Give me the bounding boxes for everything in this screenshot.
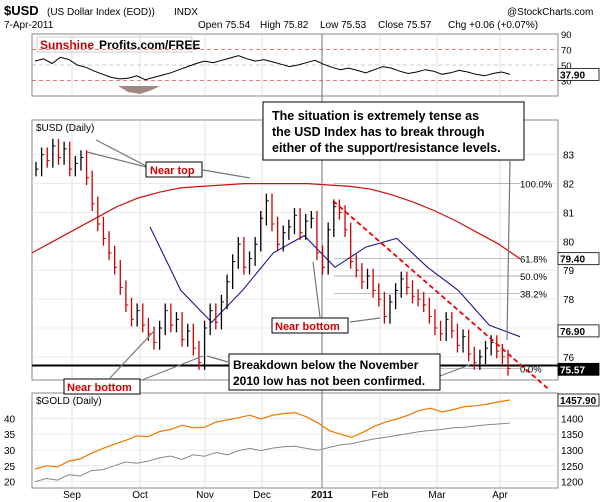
price-last-value-box [557,362,600,376]
fibonacci-label: 100.0% [520,180,553,191]
ma200-value-tag: 79.40 [560,255,585,266]
panel-frames [31,33,559,489]
x-axis-label: Dec [253,490,271,501]
price-tick-label: 81 [563,208,575,219]
annotation-near-top: Near top [86,139,251,179]
fibonacci-label: 50.0% [520,272,547,283]
close-value: Close 75.57 [378,20,432,31]
fibonacci-label: 38.2% [520,289,547,300]
gold-left-tick-label: 25 [4,462,16,473]
gold-panel-title: $GOLD (Daily) [36,396,102,407]
gold-left-tick-label: 30 [4,446,16,457]
x-axis-label: Feb [371,490,389,501]
price-tick-label: 82 [563,180,575,191]
index-name: (US Dollar Index (EOD)) [47,7,155,18]
chart-date: 7-Apr-2011 [4,20,54,31]
gold-tick-label: 1200 [561,478,584,489]
x-axis-label: Sep [63,490,81,501]
fibonacci-label: 0.0% [520,364,542,375]
logo-profits: Profits.com/FREE [99,38,200,52]
price-tick-label: 78 [563,295,575,306]
x-axis-label: Apr [492,490,508,501]
near-bottom-label-left: Near bottom [67,382,132,394]
rsi-line [34,55,511,81]
price-tick-label: 83 [563,151,575,162]
annotation-breakdown: Breakdown below the November 2010 low ha… [206,353,473,391]
gold-last-value: 1457.90 [560,396,597,407]
ma50-value-tag: 76.90 [560,327,585,338]
price-panel-title: $USD (Daily) [36,123,94,134]
gold-tick-label: 1300 [561,446,584,457]
gold-left-tick-label: 20 [4,478,16,489]
x-axis-label: Mar [428,490,446,501]
change-value: Chg +0.06 (+0.07%) [448,20,538,31]
near-bottom-label-right: Near bottom [275,321,340,333]
gold-left-tick-label: 35 [4,430,16,441]
logo-sunshine: Sunshine [40,38,94,52]
sunshine-logo: Sunshine Profits.com/FREE [36,36,200,53]
symbol-title: $USD [4,3,39,18]
gold-tick-label: 1350 [561,430,584,441]
breakdown-text: Breakdown below the November 2010 low ha… [233,358,425,388]
fibonacci-label: 61.8% [520,255,547,266]
gold-tick-label: 1250 [561,462,584,473]
ma50-value-tag-box [557,324,600,338]
x-axis-label: 2011 [311,490,333,501]
near-top-label: Near top [150,165,195,177]
price-tick-label: 80 [563,237,575,248]
credit-text: @StockCharts.com [507,7,593,18]
rsi-oversold-fill [118,86,160,94]
gold-tick-label: 1400 [561,414,584,425]
rsi-tick-label: 30 [561,77,572,88]
high-value: High 75.82 [260,20,309,31]
rsi-tick-label: 50 [561,61,572,72]
data-layer [31,55,558,483]
price-tick-label: 79 [563,266,575,277]
price-last-value: 75.57 [560,365,585,376]
price-tick-label: 76 [563,353,575,364]
rsi-last-value: 37.90 [560,70,585,81]
open-value: Open 75.54 [198,20,251,31]
annotation-main-text: The situation is extremely tense as the … [272,109,501,155]
low-value: Low 75.53 [320,20,367,31]
ma50-line [149,226,521,338]
gold-last-value-box [557,393,600,407]
exchange-label: INDX [174,7,198,18]
ma200-value-tag-box [557,252,600,266]
gold-left-tick-label: 40 [4,414,16,425]
annotation-near-bottom-right: Near bottom [271,261,381,334]
rsi-last-value-box [557,67,600,81]
rsi-tick-label: 70 [561,46,572,57]
annotation-near-bottom-left: Near bottom [63,329,204,395]
gold-ratio-line [34,422,511,483]
annotation-main: The situation is extremely tense as the … [262,101,525,341]
price-panel [31,119,559,381]
rsi-tick-label: 90 [561,30,572,41]
ma200-line [31,183,521,260]
x-axis-label: Nov [196,490,214,501]
x-axis-label: Oct [132,490,148,501]
gold-price-line [34,399,511,470]
gold-panel [31,392,559,489]
